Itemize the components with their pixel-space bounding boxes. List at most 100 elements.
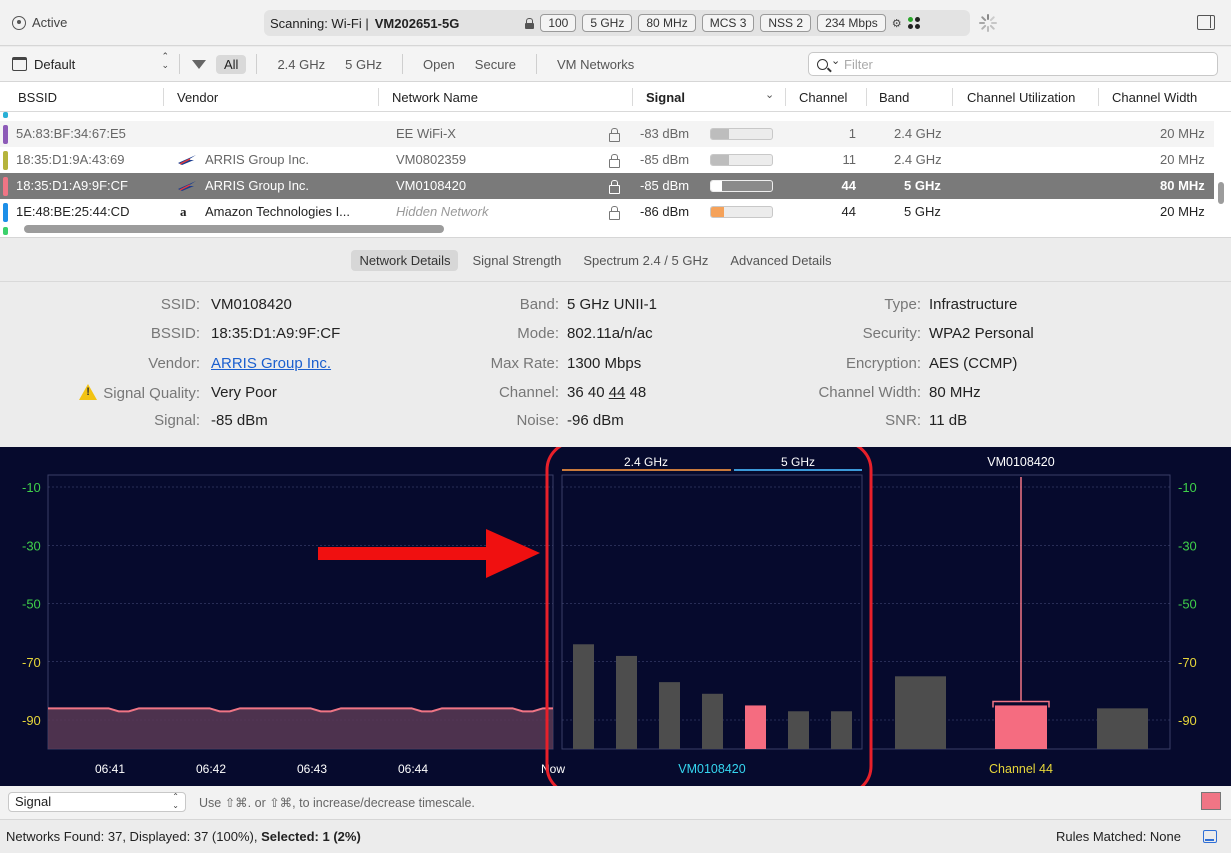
security-value: WPA2 Personal: [929, 325, 1034, 342]
filter-open[interactable]: Open: [422, 56, 455, 72]
protocol-icon: ⚙: [891, 17, 902, 30]
selected-count: Selected: 1 (2%): [261, 829, 361, 844]
tab-advanced-details[interactable]: Advanced Details: [730, 252, 832, 268]
tab-network-details[interactable]: Network Details: [351, 249, 459, 271]
y-tick-left: -90: [22, 713, 41, 728]
annotation-arrow-head: [486, 529, 540, 578]
filter-24ghz[interactable]: 2.4 GHz: [277, 56, 326, 72]
timescale-hint: Use ⇧⌘. or ⇧⌘, to increase/decrease time…: [199, 796, 475, 810]
rssi-pill: 100: [540, 14, 577, 32]
signal-value: -85 dBm: [211, 412, 268, 429]
tab-signal-strength[interactable]: Signal Strength: [472, 252, 562, 268]
chart-controls: Signal Use ⇧⌘. or ⇧⌘, to increase/decrea…: [0, 786, 1231, 820]
table-row[interactable]: 5A:83:BF:34:67:E5 EE WiFi-X -83 dBm 1 2.…: [0, 121, 1214, 147]
filter-secure[interactable]: Secure: [474, 56, 516, 72]
channel-value: 36 40 44 48: [567, 384, 647, 401]
col-channel-width[interactable]: Channel Width: [1112, 90, 1198, 105]
col-signal[interactable]: Signal: [646, 90, 686, 105]
console-icon[interactable]: [1203, 830, 1217, 843]
status-dots-icon: [907, 17, 920, 29]
x-tick-label: 06:41: [95, 762, 125, 776]
noise-value: -96 dBm: [567, 412, 624, 429]
col-channel[interactable]: Channel: [799, 90, 848, 105]
x-tick-label: 06:43: [297, 762, 327, 776]
signal-bar: [710, 128, 773, 140]
filter-vm-networks[interactable]: VM Networks: [557, 56, 635, 72]
funnel-icon[interactable]: [192, 59, 206, 69]
channel-bar: [1097, 708, 1148, 749]
col-channel-utilization[interactable]: Channel Utilization: [967, 90, 1076, 105]
detail-tabs: Network Details Signal Strength Spectrum…: [0, 239, 1231, 282]
y-tick-right: -90: [1178, 713, 1197, 728]
filter-bar: Default All 2.4 GHz 5 GHz Open Secure VM…: [0, 47, 1231, 82]
channel-marker-bracket: [992, 700, 1050, 708]
spectrum-bar: [788, 711, 809, 749]
filter-5ghz[interactable]: 5 GHz: [345, 56, 382, 72]
rules-matched: Rules Matched: None: [1055, 829, 1181, 844]
vendor-link[interactable]: ARRIS Group Inc.: [211, 355, 332, 372]
vertical-scrollbar[interactable]: [1218, 182, 1224, 204]
table-row-selected[interactable]: 18:35:D1:A9:9F:CF ARRIS Group Inc. VM010…: [0, 173, 1214, 199]
calendar-icon: [12, 57, 27, 71]
networks-found: Networks Found: 37, Displayed: 37 (100%)…: [6, 829, 262, 844]
annotation-arrow-shaft: [318, 547, 490, 560]
spectrum-bar: [573, 644, 594, 749]
table-row[interactable]: 1E:48:BE:25:44:CD a Amazon Technologies …: [0, 199, 1214, 225]
color-swatch[interactable]: [1201, 792, 1221, 810]
table-header: BSSID Vendor Network Name Signal ⌄ Chann…: [0, 82, 1231, 112]
status-bar: Networks Found: 37, Displayed: 37 (100%)…: [0, 821, 1231, 853]
annotation-highlight-box: [545, 447, 873, 786]
mode-value: 802.11a/n/ac: [567, 325, 653, 342]
sidebar-toggle-icon[interactable]: [1197, 15, 1215, 30]
y-tick-right: -70: [1178, 655, 1197, 670]
band-value: 5 GHz UNII-1: [567, 296, 658, 313]
band-5-label: 5 GHz: [781, 455, 815, 469]
snr-value: 11 dB: [929, 412, 968, 429]
bssid-value: 18:35:D1:A9:9F:CF: [211, 325, 341, 342]
x-tick-label: Now: [541, 762, 565, 776]
signal-bar: [710, 154, 773, 166]
network-details-panel: SSID: VM0108420 BSSID: 18:35:D1:A9:9F:CF…: [0, 283, 1231, 446]
tab-spectrum[interactable]: Spectrum 2.4 / 5 GHz: [583, 252, 709, 268]
metric-select[interactable]: Signal: [8, 792, 186, 812]
spectrum-bar: [702, 693, 723, 749]
active-label: Active: [32, 15, 68, 30]
horizontal-scrollbar[interactable]: [24, 225, 444, 233]
col-bssid[interactable]: BSSID: [18, 90, 58, 105]
lock-icon: [609, 128, 620, 142]
spinner-icon: [979, 14, 997, 32]
row-color-marker: [3, 203, 8, 222]
col-band[interactable]: Band: [879, 90, 910, 105]
y-tick-left: -10: [22, 480, 41, 495]
search-input[interactable]: Filter: [808, 52, 1218, 76]
search-icon: [817, 54, 840, 70]
mcs-pill: MCS 3: [701, 14, 755, 32]
y-tick-right: -10: [1178, 480, 1197, 495]
signal-bar: [710, 180, 773, 192]
signal-quality-value: Very Poor: [211, 384, 277, 401]
ssid-value: VM0108420: [211, 296, 292, 313]
nss-pill: NSS 2: [760, 14, 812, 32]
profile-select[interactable]: Default: [34, 52, 169, 72]
scanning-label: Scanning: Wi-Fi |: [270, 15, 369, 31]
spectrum-bar: [831, 711, 852, 749]
col-vendor[interactable]: Vendor: [177, 90, 219, 105]
target-icon: [12, 15, 26, 30]
band-pill: 5 GHz: [582, 14, 633, 32]
lock-icon: [609, 154, 620, 168]
width-pill: 80 MHz: [638, 14, 696, 32]
toolbar: Active Scanning: Wi-Fi | VM202651-5G 100…: [0, 0, 1231, 46]
scan-status-box: Scanning: Wi-Fi | VM202651-5G 100 5 GHz …: [264, 10, 970, 36]
spectrum-bar: [616, 655, 637, 749]
spectrum-bar: [659, 682, 680, 749]
lock-icon: [609, 206, 620, 220]
col-network-name[interactable]: Network Name: [392, 90, 478, 105]
search-placeholder: Filter: [844, 56, 873, 72]
max-rate-value: 1300 Mbps: [567, 355, 642, 372]
channel-width-value: 80 MHz: [929, 384, 981, 401]
spectrum-bar: [745, 705, 766, 749]
lock-icon: [525, 17, 535, 29]
active-indicator[interactable]: Active: [12, 15, 67, 30]
filter-all[interactable]: All: [216, 54, 247, 74]
table-row[interactable]: 18:35:D1:9A:43:69 ARRIS Group Inc. VM080…: [0, 147, 1214, 173]
